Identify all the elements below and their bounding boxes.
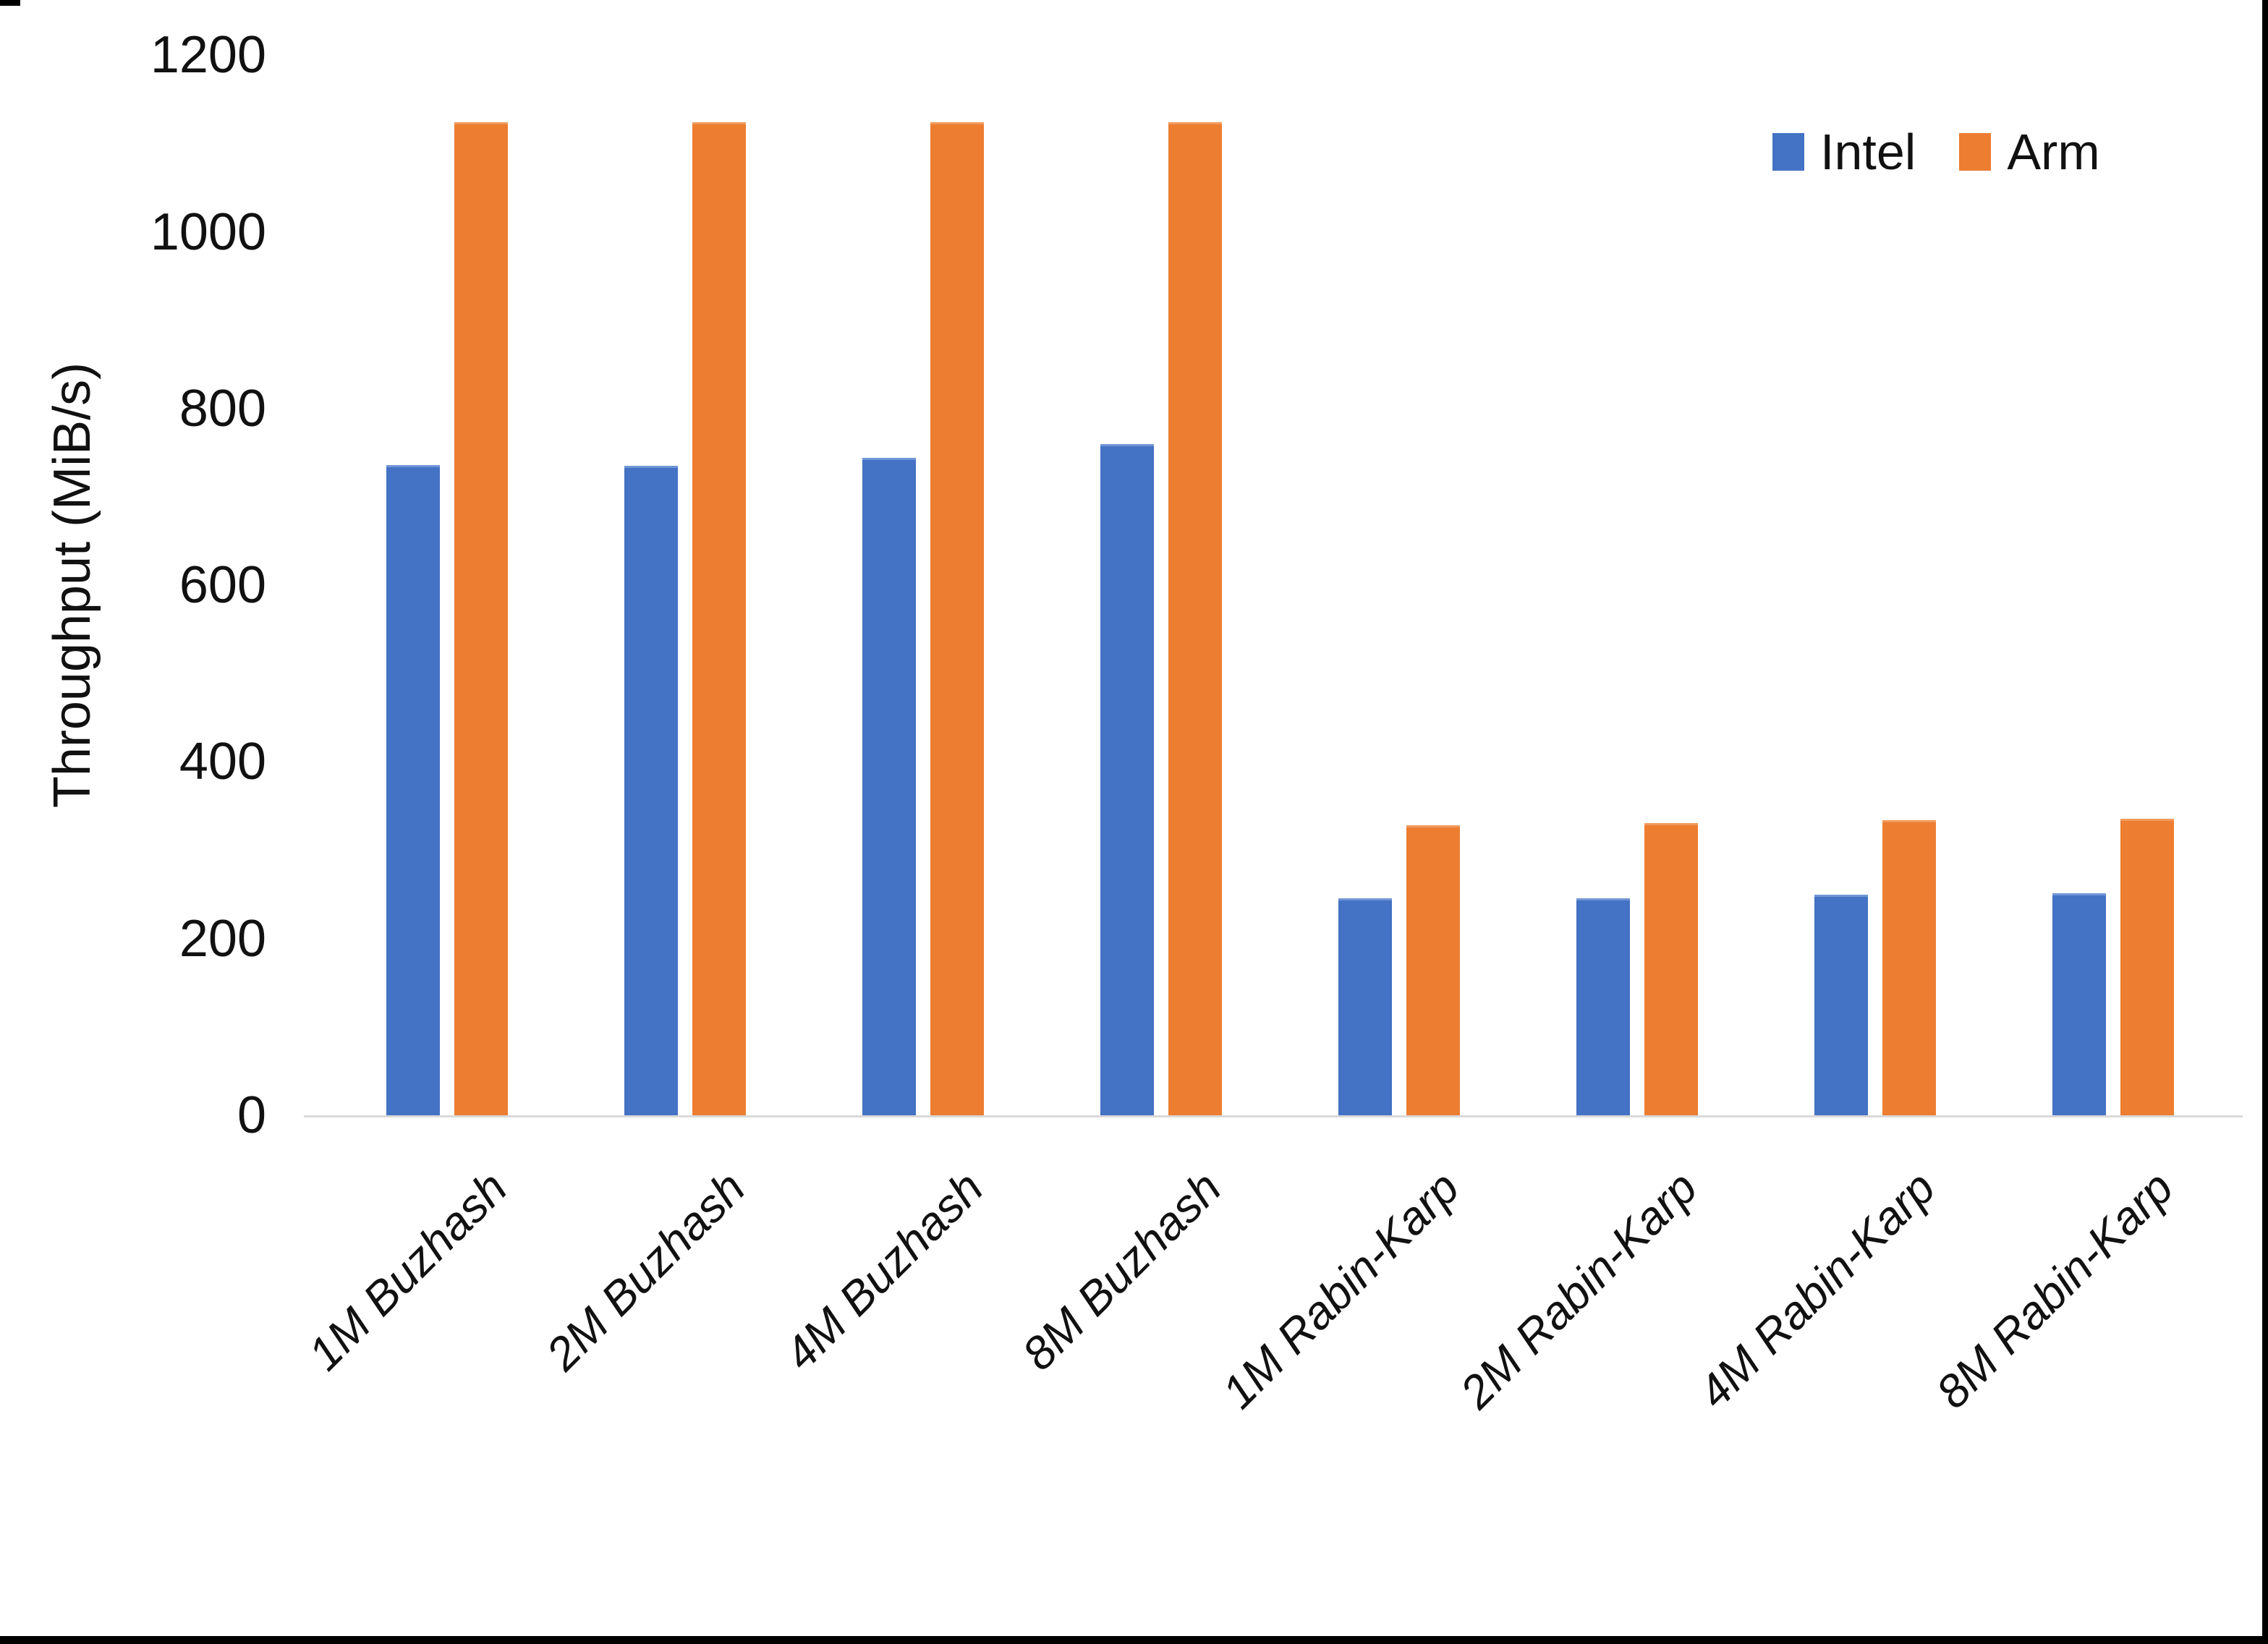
legend: Intel Arm [1772, 123, 2100, 181]
y-tick-label: 1000 [150, 203, 266, 261]
category-label: 8M Rabin-Karp [1925, 1161, 2183, 1418]
x-axis-line [304, 1115, 2243, 1117]
bottom-border-strip [0, 1636, 2268, 1644]
y-tick-label: 200 [179, 909, 266, 968]
legend-label-intel: Intel [1820, 124, 1916, 180]
right-border-strip [2262, 0, 2268, 1644]
y-tick-label: 400 [179, 733, 266, 791]
y-axis-title: Throughput (MiB/s) [43, 362, 101, 809]
category-label: 1M Rabin-Karp [1211, 1161, 1469, 1418]
bar-arm-4m-buzhash [930, 122, 984, 1115]
category-label: 4M Rabin-Karp [1687, 1161, 1945, 1418]
bar-arm-8m-buzhash [1168, 122, 1222, 1115]
bar-intel-8m-rabin-karp [2052, 893, 2106, 1115]
bar-arm-2m-rabin-karp [1644, 823, 1698, 1115]
legend-item-arm: Arm [1959, 123, 2100, 181]
category-label: 4M Buzhash [773, 1161, 993, 1381]
category-label: 2M Buzhash [535, 1161, 755, 1381]
bar-arm-4m-rabin-karp [1882, 820, 1936, 1115]
top-left-border-mark [0, 0, 20, 6]
y-tick-label: 600 [179, 556, 266, 615]
y-tick-label: 0 [237, 1086, 266, 1144]
legend-item-intel: Intel [1772, 123, 1916, 181]
y-tick-label: 800 [179, 379, 266, 438]
bar-arm-8m-rabin-karp [2120, 819, 2174, 1115]
bar-arm-2m-buzhash [692, 122, 746, 1115]
legend-label-arm: Arm [2007, 124, 2100, 180]
category-label: 2M Rabin-Karp [1449, 1161, 1707, 1418]
bar-arm-1m-buzhash [454, 122, 508, 1115]
bar-intel-8m-buzhash [1100, 444, 1154, 1115]
bar-arm-1m-rabin-karp [1406, 825, 1460, 1115]
bar-intel-1m-buzhash [386, 465, 440, 1115]
bar-intel-4m-buzhash [862, 458, 916, 1115]
bar-intel-2m-rabin-karp [1576, 898, 1630, 1115]
legend-swatch-arm [1959, 133, 1992, 171]
bar-intel-2m-buzhash [624, 466, 678, 1115]
category-label: 1M Buzhash [297, 1161, 517, 1381]
bar-intel-4m-rabin-karp [1814, 895, 1868, 1115]
legend-swatch-intel [1772, 133, 1804, 171]
category-label: 8M Buzhash [1011, 1161, 1231, 1381]
bar-intel-1m-rabin-karp [1338, 898, 1392, 1115]
y-tick-label: 1200 [150, 26, 266, 85]
